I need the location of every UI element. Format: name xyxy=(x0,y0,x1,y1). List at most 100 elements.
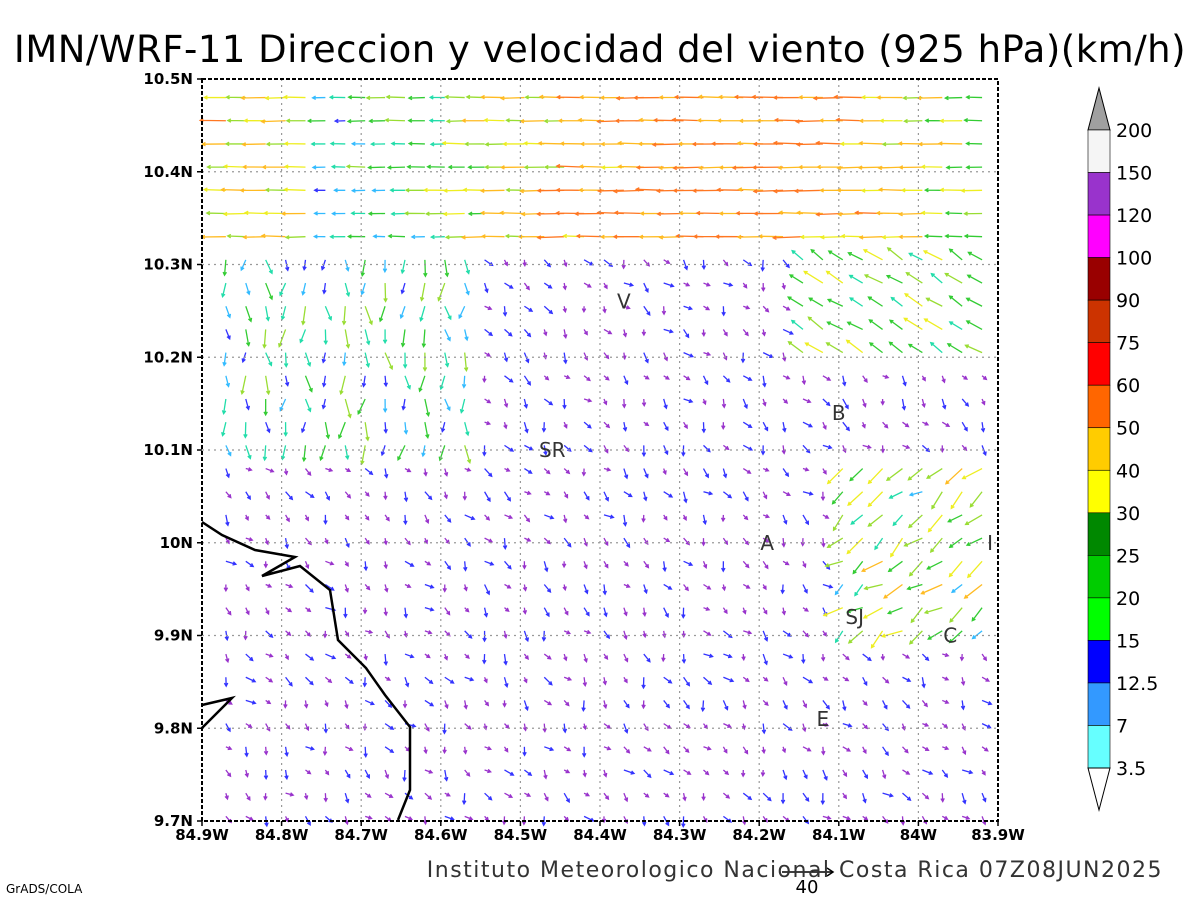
station-label: E xyxy=(817,707,830,731)
wind-vector xyxy=(850,514,864,525)
y-tick-label: 10.1N xyxy=(143,441,193,459)
wind-vector xyxy=(902,699,911,709)
wind-vector xyxy=(860,188,883,193)
wind-vector xyxy=(399,306,406,320)
wind-vector xyxy=(642,630,647,639)
wind-vector xyxy=(882,676,890,684)
wind-vector xyxy=(344,282,351,298)
wind-vector xyxy=(723,282,734,287)
station-label: A xyxy=(760,531,774,555)
wind-vector xyxy=(404,746,411,752)
wind-vector xyxy=(641,445,647,458)
wind-vector xyxy=(854,584,864,597)
wind-vector xyxy=(737,187,764,192)
wind-vector xyxy=(842,653,850,661)
wind-vector xyxy=(902,676,912,682)
wind-vector xyxy=(862,249,883,261)
wind-vector xyxy=(444,305,452,321)
wind-vector xyxy=(882,792,894,798)
wind-vector xyxy=(832,514,844,532)
wind-vector xyxy=(722,329,728,337)
wind-vector xyxy=(782,514,788,525)
wind-vector xyxy=(324,305,333,321)
wind-vector xyxy=(760,445,766,456)
wind-vector xyxy=(621,398,627,409)
y-tick-label: 10N xyxy=(160,534,193,552)
wind-vector xyxy=(543,676,553,686)
wind-vector xyxy=(423,746,428,755)
wind-vector xyxy=(802,467,810,472)
wind-vector xyxy=(543,561,549,573)
wind-vector xyxy=(484,398,492,404)
wind-vector xyxy=(874,537,884,551)
wind-vector xyxy=(402,352,408,369)
wind-vector xyxy=(311,165,326,170)
wind-vector xyxy=(920,210,943,216)
wind-vector xyxy=(902,653,911,659)
wind-vector xyxy=(760,769,766,777)
wind-vector xyxy=(842,769,848,778)
wind-vector xyxy=(642,607,647,617)
wind-vector xyxy=(603,630,611,640)
wind-vector xyxy=(762,514,771,519)
wind-vector xyxy=(599,95,624,100)
wind-vector xyxy=(484,142,505,147)
wind-vector xyxy=(304,561,310,570)
wind-vector xyxy=(310,141,326,147)
wind-vector xyxy=(892,514,903,527)
wind-vector xyxy=(822,769,828,781)
wind-vector xyxy=(562,723,568,734)
wind-vector xyxy=(265,259,273,275)
wind-vector xyxy=(321,352,327,364)
wind-vector xyxy=(961,792,967,805)
wind-vector xyxy=(821,538,826,548)
wind-vector xyxy=(742,514,749,521)
wind-vector xyxy=(442,188,465,193)
wind-vector xyxy=(344,398,352,419)
wind-vector xyxy=(900,188,923,193)
wind-vector xyxy=(878,187,903,192)
wind-vector xyxy=(389,187,405,193)
wind-vector xyxy=(499,210,525,216)
wind-vector xyxy=(544,514,555,520)
wind-vector xyxy=(703,746,712,751)
wind-vector xyxy=(364,422,370,442)
wind-vector xyxy=(321,398,327,410)
wind-vector xyxy=(782,328,794,335)
wind-vector xyxy=(464,537,471,547)
wind-vector xyxy=(742,282,748,289)
wind-vector xyxy=(950,583,963,594)
wind-vector xyxy=(404,815,414,821)
wind-vector xyxy=(682,514,687,521)
wind-vector xyxy=(362,677,368,688)
wind-vector xyxy=(563,792,570,804)
wind-vector xyxy=(561,561,567,569)
wind-vector xyxy=(524,537,532,542)
wind-vector xyxy=(623,630,628,640)
wind-vector xyxy=(245,282,251,296)
wind-vector xyxy=(424,792,433,800)
wind-vector xyxy=(444,815,455,821)
wind-vector xyxy=(822,630,828,637)
wind-vector xyxy=(948,560,963,578)
wind-vector xyxy=(842,398,849,410)
wind-vector xyxy=(703,606,711,611)
wind-vector xyxy=(635,165,664,170)
wind-vector xyxy=(523,676,528,684)
wind-vector xyxy=(837,211,863,217)
wind-vector xyxy=(603,723,612,729)
wind-vector xyxy=(323,329,328,346)
wind-vector xyxy=(424,211,445,217)
wind-vector xyxy=(661,306,667,316)
wind-vector xyxy=(787,340,804,354)
wind-vector xyxy=(504,375,514,383)
wind-vector xyxy=(443,491,448,500)
wind-vector xyxy=(322,746,328,756)
wind-vector xyxy=(960,677,966,686)
wind-vector xyxy=(862,444,872,450)
wind-vector xyxy=(603,352,610,360)
wind-vector xyxy=(721,561,726,573)
wind-vector xyxy=(876,95,903,100)
wind-vector xyxy=(846,607,863,614)
wind-vector xyxy=(782,560,790,566)
